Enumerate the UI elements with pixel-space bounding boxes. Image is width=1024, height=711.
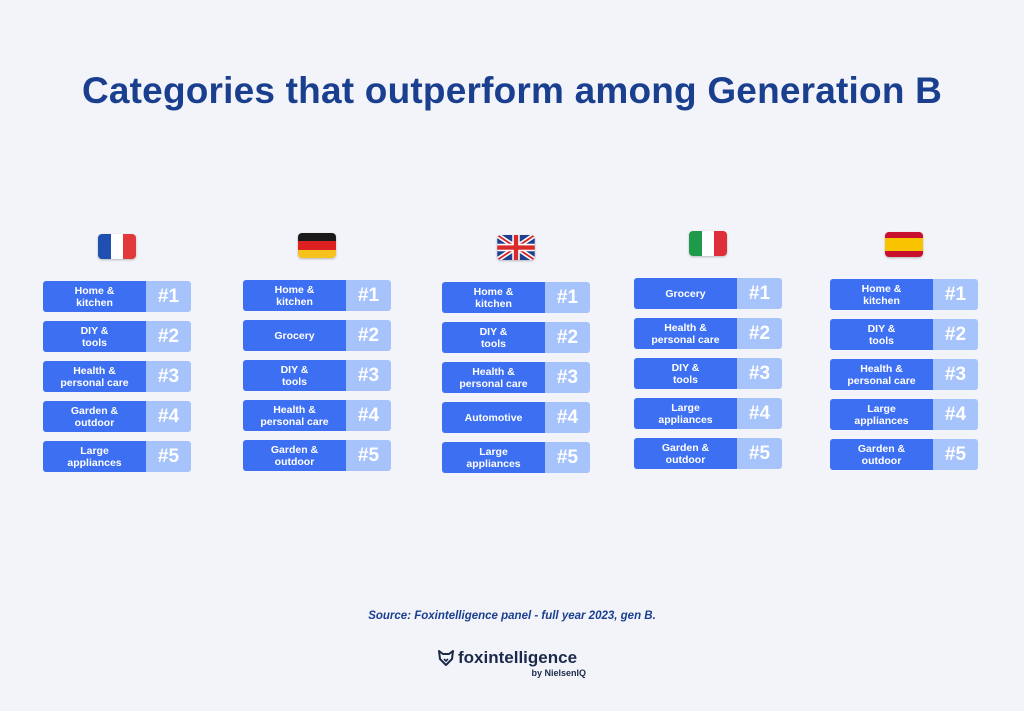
rank-label: #5 — [545, 442, 590, 473]
category-label: Large appliances — [43, 441, 146, 472]
ranking-row: Garden & outdoor #4 — [43, 401, 191, 432]
page-title: Categories that outperform among Generat… — [81, 70, 943, 111]
ranking-row: Health & personal care #4 — [243, 400, 391, 431]
rank-label: #1 — [346, 280, 391, 311]
ranking-row: DIY & tools #3 — [243, 360, 391, 391]
ranking-row: Grocery #2 — [243, 320, 391, 351]
ranking-row: Garden & outdoor #5 — [243, 440, 391, 471]
ranking-row: Large appliances #5 — [43, 441, 191, 472]
rank-label: #3 — [146, 361, 191, 392]
category-label: Garden & outdoor — [830, 439, 933, 470]
rank-label: #4 — [346, 400, 391, 431]
ranking-row: Large appliances #4 — [830, 399, 978, 430]
france-flag-icon — [98, 234, 136, 259]
rank-label: #3 — [346, 360, 391, 391]
ranking-row: Health & personal care #3 — [830, 359, 978, 390]
ranking-row: Large appliances #4 — [634, 398, 782, 429]
rank-label: #2 — [146, 321, 191, 352]
ranking-row: Health & personal care #3 — [43, 361, 191, 392]
ranking-row: Grocery #1 — [634, 278, 782, 309]
category-label: Garden & outdoor — [43, 401, 146, 432]
category-label: Large appliances — [830, 399, 933, 430]
ranking-row: DIY & tools #2 — [442, 322, 590, 353]
brand-logo: foxintelligence by NielsenIQ — [438, 648, 588, 688]
category-label: Home & kitchen — [442, 282, 545, 313]
ranking-row: Large appliances #5 — [442, 442, 590, 473]
country-column-uk: Home & kitchen #1 DIY & tools #2 Health & … — [442, 235, 590, 482]
category-label: Grocery — [634, 278, 737, 309]
rank-label: #3 — [737, 358, 782, 389]
rank-label: #3 — [545, 362, 590, 393]
ranking-row: Health & personal care #2 — [634, 318, 782, 349]
category-label: Health & personal care — [43, 361, 146, 392]
source-note: Source: Foxintelligence panel - full yea… — [368, 610, 656, 622]
fox-icon — [438, 650, 454, 666]
ranking-row: DIY & tools #2 — [830, 319, 978, 350]
category-label: Health & personal care — [243, 400, 346, 431]
ranking-row: DIY & tools #2 — [43, 321, 191, 352]
rank-label: #1 — [545, 282, 590, 313]
rank-label: #2 — [545, 322, 590, 353]
rank-label: #1 — [933, 279, 978, 310]
category-label: Garden & outdoor — [243, 440, 346, 471]
ranking-row: Garden & outdoor #5 — [830, 439, 978, 470]
country-column-france: Home & kitchen #1 DIY & tools #2 Health & … — [43, 234, 191, 481]
ranking-row: Home & kitchen #1 — [43, 281, 191, 312]
category-label: Automotive — [442, 402, 545, 433]
category-label: Large appliances — [442, 442, 545, 473]
rank-label: #3 — [933, 359, 978, 390]
category-label: Grocery — [243, 320, 346, 351]
category-label: Home & kitchen — [830, 279, 933, 310]
country-column-germany: Home & kitchen #1 Grocery #2 DIY & tools #3… — [243, 233, 391, 480]
category-label: DIY & tools — [442, 322, 545, 353]
category-label: DIY & tools — [830, 319, 933, 350]
rank-label: #1 — [146, 281, 191, 312]
rank-label: #2 — [933, 319, 978, 350]
rank-label: #4 — [545, 402, 590, 433]
brand-name: foxintelligence — [458, 648, 578, 667]
category-label: Health & personal care — [442, 362, 545, 393]
ranking-row: Home & kitchen #1 — [442, 282, 590, 313]
rank-label: #2 — [346, 320, 391, 351]
ranking-row: Home & kitchen #1 — [243, 280, 391, 311]
rank-label: #4 — [933, 399, 978, 430]
category-label: DIY & tools — [634, 358, 737, 389]
uk-flag-icon — [497, 235, 535, 260]
ranking-row: Garden & outdoor #5 — [634, 438, 782, 469]
rank-label: #2 — [737, 318, 782, 349]
ranking-row: Automotive #4 — [442, 402, 590, 433]
rank-label: #5 — [146, 441, 191, 472]
category-label: DIY & tools — [243, 360, 346, 391]
category-label: Health & personal care — [830, 359, 933, 390]
category-label: DIY & tools — [43, 321, 146, 352]
rank-label: #1 — [737, 278, 782, 309]
ranking-row: Home & kitchen #1 — [830, 279, 978, 310]
italy-flag-icon — [689, 231, 727, 256]
rank-label: #4 — [737, 398, 782, 429]
germany-flag-icon — [298, 233, 336, 258]
ranking-row: DIY & tools #3 — [634, 358, 782, 389]
spain-flag-icon — [885, 232, 923, 257]
category-label: Home & kitchen — [243, 280, 346, 311]
category-label: Large appliances — [634, 398, 737, 429]
category-label: Garden & outdoor — [634, 438, 737, 469]
rank-label: #4 — [146, 401, 191, 432]
category-label: Home & kitchen — [43, 281, 146, 312]
rank-label: #5 — [346, 440, 391, 471]
brand-byline: by NielsenIQ — [531, 668, 586, 678]
country-column-italy: Grocery #1 Health & personal care #2 DIY &… — [634, 231, 782, 478]
country-column-spain: Home & kitchen #1 DIY & tools #2 Health & … — [830, 232, 978, 479]
rank-label: #5 — [933, 439, 978, 470]
ranking-row: Health & personal care #3 — [442, 362, 590, 393]
category-label: Health & personal care — [634, 318, 737, 349]
rank-label: #5 — [737, 438, 782, 469]
